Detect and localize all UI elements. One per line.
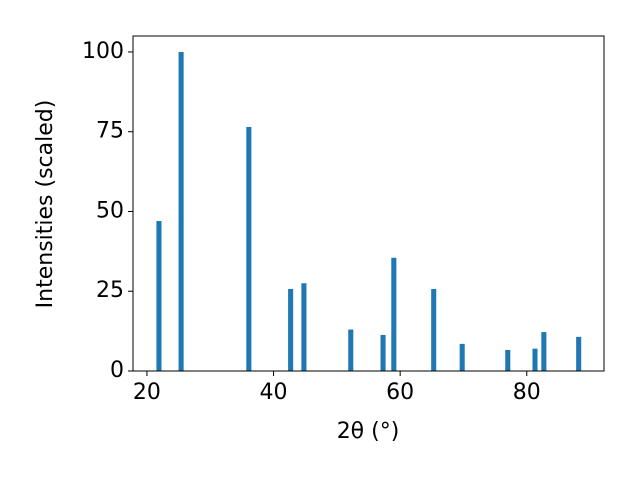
bar: [505, 349, 511, 371]
bar: [541, 332, 547, 371]
y-tick-label: 0: [110, 358, 124, 383]
plot-frame: [132, 35, 605, 372]
bar: [576, 336, 582, 371]
bar: [288, 289, 294, 371]
bar: [156, 221, 162, 371]
bar: [246, 126, 252, 371]
bar: [178, 51, 184, 371]
y-axis-label: Intensities (scaled): [33, 100, 58, 309]
bar: [301, 283, 307, 371]
bar: [459, 343, 465, 371]
bar: [391, 257, 397, 371]
y-tick-label: 100: [82, 39, 124, 64]
x-axis-label: 2θ (°): [337, 419, 400, 444]
y-tick-label: 25: [96, 278, 124, 303]
x-tick-label: 80: [513, 380, 541, 405]
y-tick-label: 75: [96, 119, 124, 144]
y-tick-label: 50: [96, 198, 124, 223]
x-tick-label: 20: [133, 380, 161, 405]
bar: [532, 348, 538, 371]
x-tick-label: 40: [260, 380, 288, 405]
x-tick-label: 60: [386, 380, 414, 405]
bar: [348, 329, 354, 371]
bar: [431, 289, 437, 371]
bar: [380, 334, 386, 371]
